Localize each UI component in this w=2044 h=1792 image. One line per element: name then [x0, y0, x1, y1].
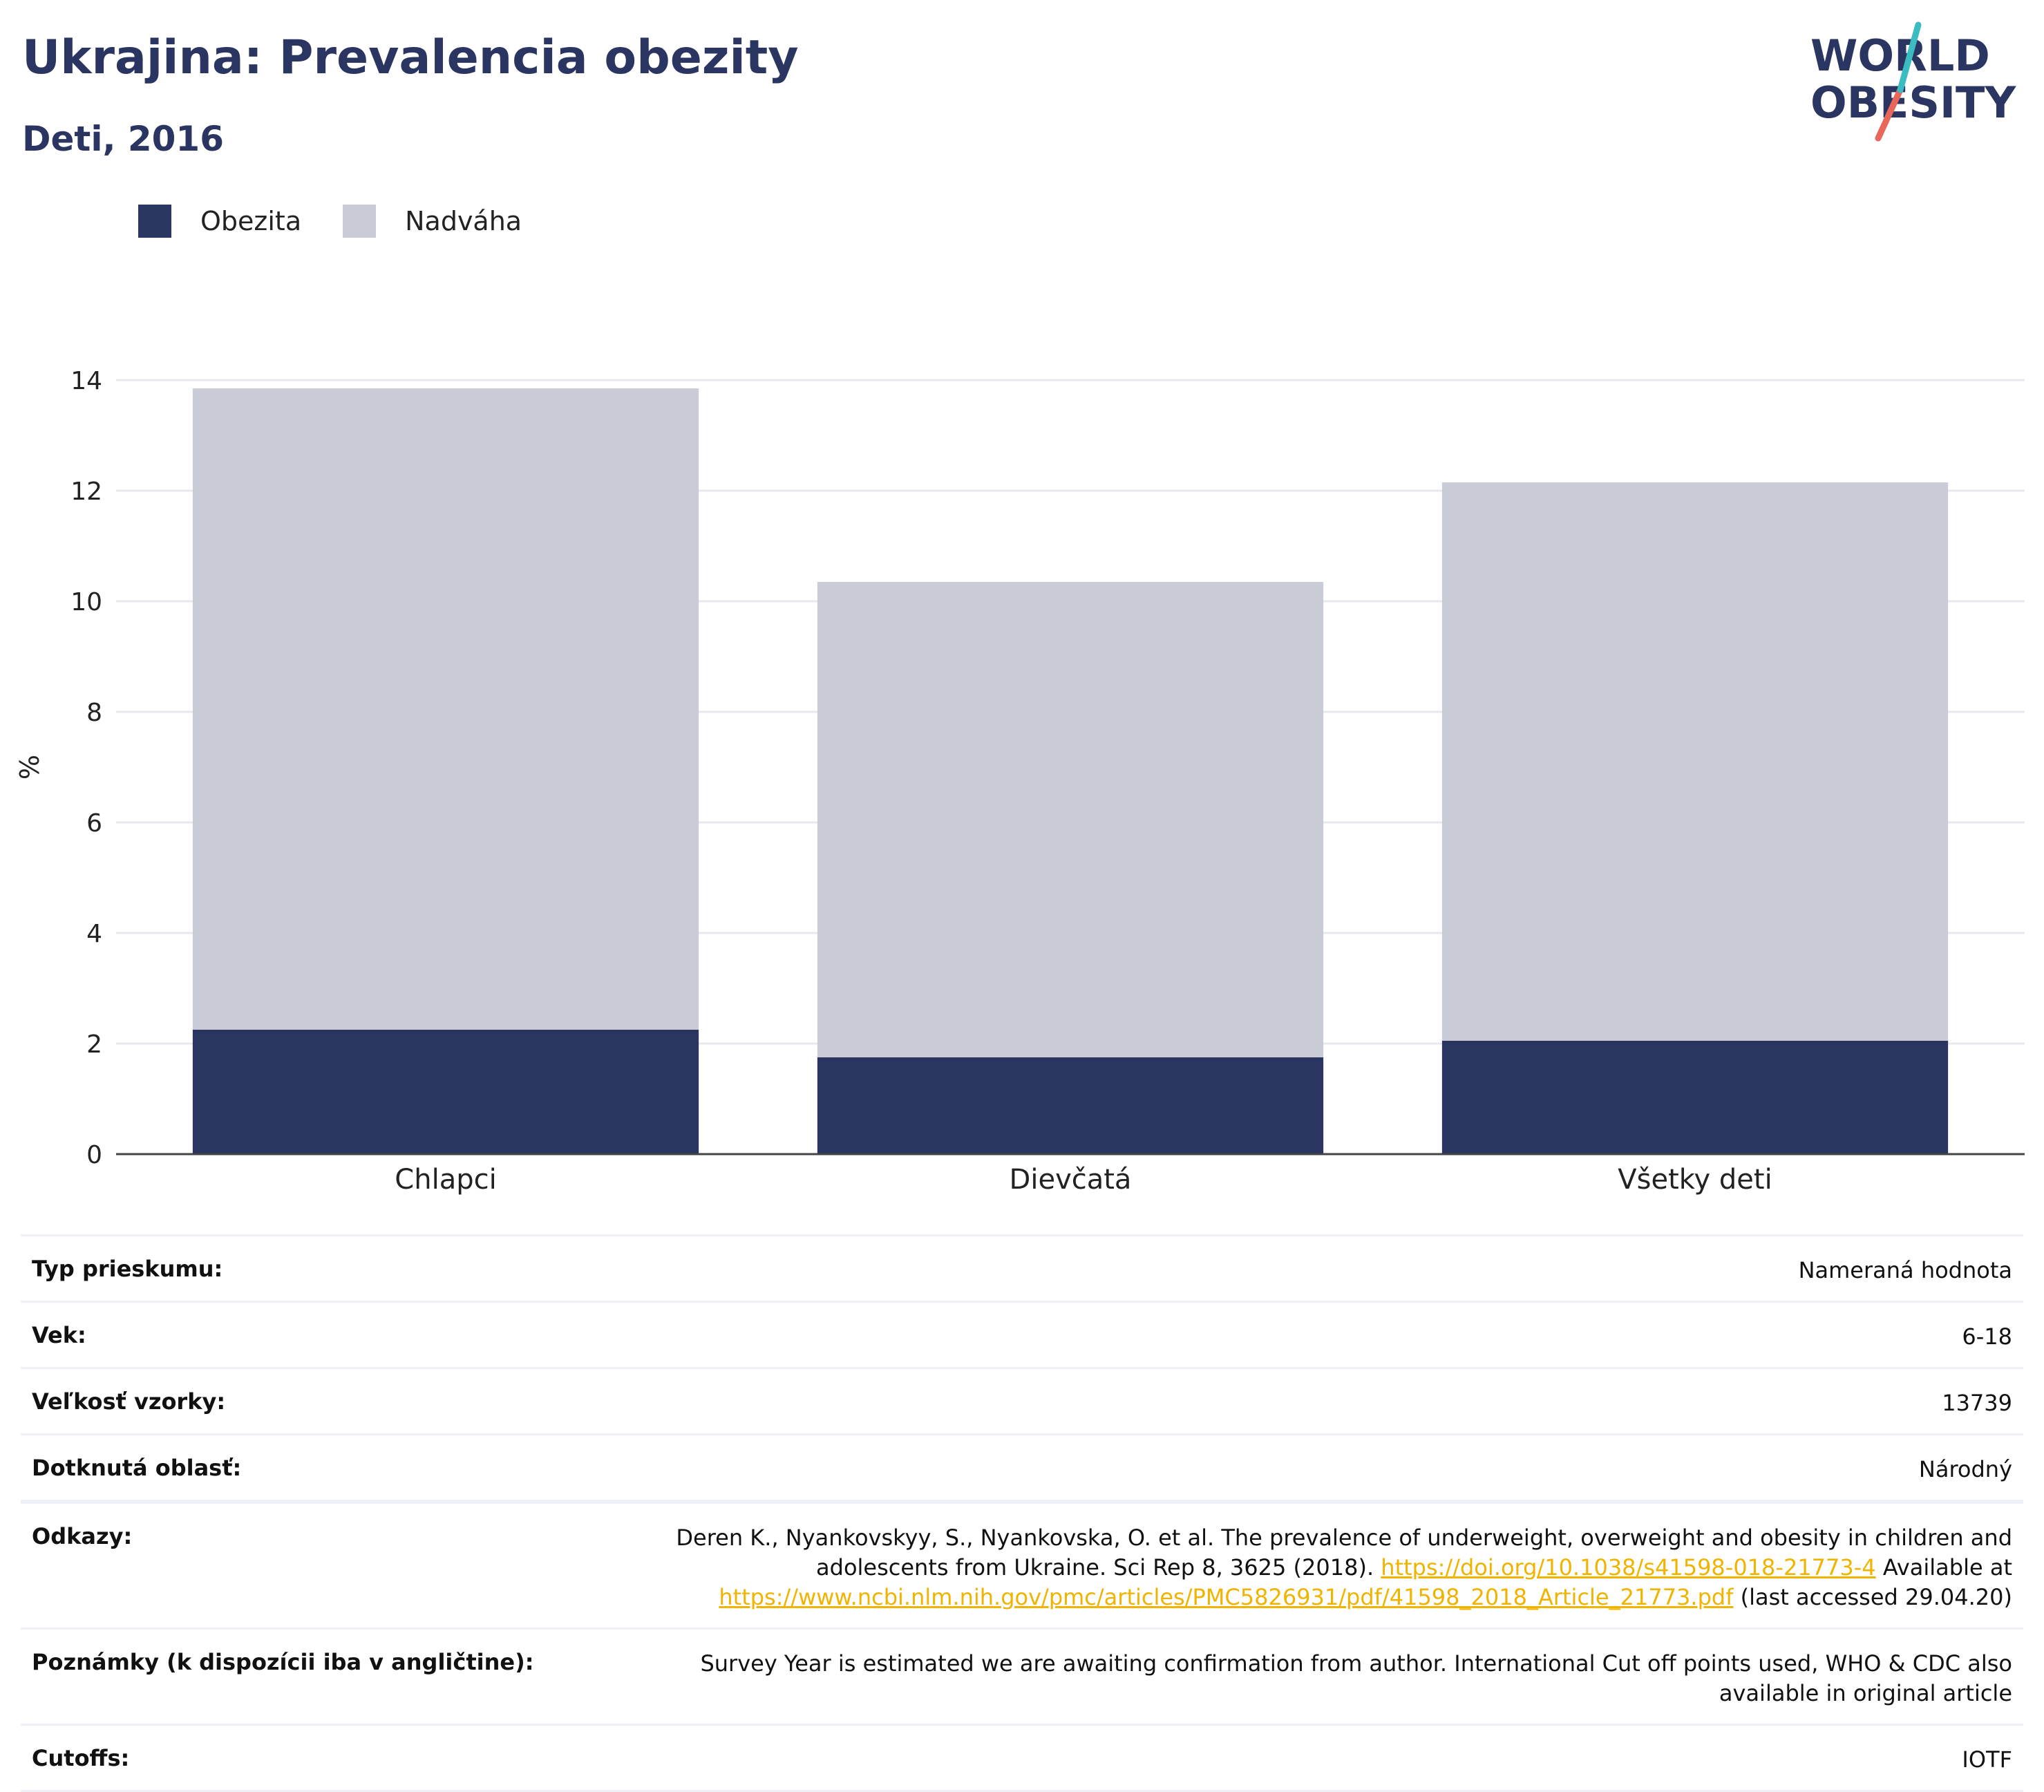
y-tick-label: 2 [86, 1030, 102, 1059]
y-tick-labels: 0 2 4 6 8 10 12 14 [70, 367, 102, 1169]
y-axis-label: % [15, 755, 45, 780]
x-tick-label: Všetky deti [1618, 1164, 1772, 1196]
logo-slash-teal [1897, 21, 1922, 93]
meta-value: 6-18 [1962, 1323, 2012, 1350]
references-text-3: (last accessed 29.04.20) [1740, 1584, 2012, 1610]
bar-nadvaha [192, 388, 699, 1030]
meta-label-notes: Poznámky (k dispozícii iba v angličtine)… [32, 1649, 534, 1675]
y-tick-label: 10 [70, 588, 102, 616]
meta-label: Dotknutá oblasť: [32, 1455, 242, 1481]
meta-row: Typ prieskumu: Nameraná hodnota [21, 1234, 2023, 1301]
references-text-1: Deren K., Nyankovskyy, S., Nyankovska, O… [676, 1525, 2012, 1581]
bars [192, 388, 1949, 1154]
survey-metadata-table: Typ prieskumu: Nameraná hodnota Vek: 6-18 Ve… [21, 1234, 2023, 1792]
references-link-doi[interactable]: https://doi.org/10.1038/s41598-018-21773… [1381, 1554, 1876, 1581]
bar-obezita [817, 1057, 1324, 1154]
meta-label-references: Odkazy: [32, 1523, 133, 1549]
legend-swatch-nadvaha [343, 205, 377, 238]
y-tick-label: 12 [70, 478, 102, 506]
bar-nadvaha [1441, 482, 1949, 1041]
meta-label: Vek: [32, 1322, 86, 1348]
meta-row-references: Odkazy: Deren K., Nyankovskyy, S., Nyank… [21, 1502, 2023, 1628]
meta-value-cutoffs: IOTF [1962, 1746, 2012, 1773]
meta-value: 13739 [1942, 1390, 2012, 1416]
legend-label-obezita: Obezita [200, 206, 302, 236]
meta-label: Typ prieskumu: [32, 1256, 223, 1282]
meta-row-notes: Poznámky (k dispozícii iba v angličtine)… [21, 1628, 2023, 1724]
chart-subtitle: Deti, 2016 [22, 119, 225, 159]
bar-obezita [1441, 1041, 1949, 1154]
meta-row: Vek: 6-18 [21, 1301, 2023, 1367]
y-tick-label: 0 [86, 1141, 102, 1169]
meta-row: Veľkosť vzorky: 13739 [21, 1367, 2023, 1433]
references-link-ncbi[interactable]: https://www.ncbi.nlm.nih.gov/pmc/article… [719, 1584, 1734, 1610]
meta-row-cutoffs: Cutoffs: IOTF [21, 1724, 2023, 1792]
y-tick-label: 4 [86, 920, 102, 948]
x-tick-label: Chlapci [395, 1164, 496, 1196]
legend-item-nadvaha[interactable]: Nadváha [343, 205, 522, 238]
meta-value-notes: Survey Year is estimated we are awaiting… [700, 1650, 2012, 1706]
bar-chart: 0 2 4 6 8 10 12 14 Chlapci Dievčatá Všetky deti % [15, 367, 2025, 1196]
x-tick-label: Dievčatá [1010, 1164, 1132, 1196]
meta-label: Veľkosť vzorky: [32, 1388, 226, 1415]
x-tick-labels: Chlapci Dievčatá Všetky deti [395, 1164, 1772, 1196]
meta-value: Nameraná hodnota [1798, 1257, 2012, 1283]
bar-obezita [192, 1030, 699, 1154]
y-tick-label: 14 [70, 367, 102, 395]
legend-label-nadvaha: Nadváha [405, 206, 522, 236]
logo-slash-red [1875, 86, 1904, 142]
bar-nadvaha [817, 582, 1324, 1057]
logo-line2: OBESITY [1810, 77, 2016, 128]
meta-value-references: Deren K., Nyankovskyy, S., Nyankovska, O… [596, 1523, 2012, 1612]
y-tick-label: 6 [86, 809, 102, 838]
chart-legend: Obezita Nadváha [138, 205, 563, 238]
references-text-2: Available at [1882, 1554, 2012, 1581]
meta-row: Dotknutá oblasť: Národný [21, 1433, 2023, 1502]
y-tick-label: 8 [86, 699, 102, 727]
chart-title: Ukrajina: Prevalencia obezity [22, 30, 799, 85]
legend-item-obezita[interactable]: Obezita [138, 205, 301, 238]
logo-line1: WORLD [1810, 30, 1990, 81]
meta-label-cutoffs: Cutoffs: [32, 1745, 130, 1771]
world-obesity-logo: WORLD OBESITY [1810, 21, 2016, 142]
legend-swatch-obezita [138, 205, 171, 238]
meta-value: Národný [1918, 1456, 2012, 1482]
